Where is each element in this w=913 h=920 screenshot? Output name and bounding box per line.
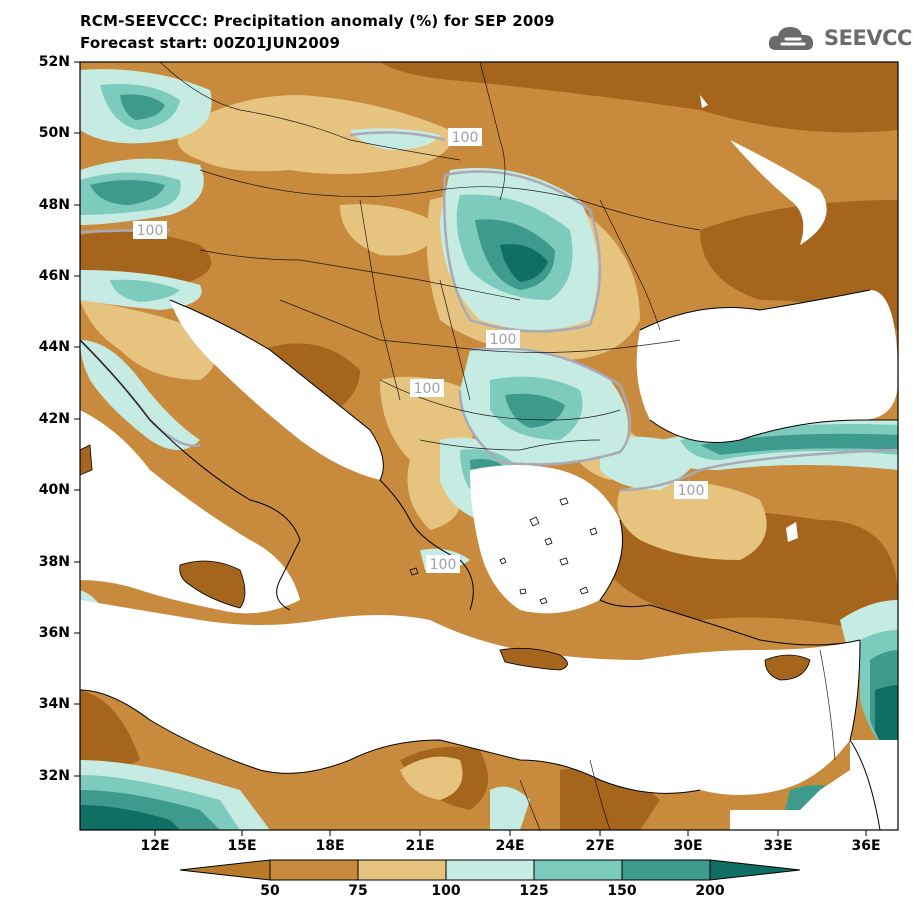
lon-label: 27E: [585, 838, 615, 854]
contour-label: 100: [452, 130, 479, 146]
seevccc-logo: SEEVCCC: [766, 22, 913, 54]
islands: [80, 444, 811, 681]
lat-ticks: [74, 61, 80, 777]
contour-label: 100: [678, 483, 705, 499]
lon-ticks: [154, 830, 867, 836]
colorbar-segment-lt50: [179, 859, 271, 881]
colorbar-segment-gt200: [709, 859, 801, 881]
colorbar-tick-label: 75: [348, 883, 368, 899]
lat-label: 38N: [38, 554, 70, 570]
lat-label: 34N: [38, 696, 70, 712]
lat-label: 42N: [38, 411, 70, 427]
aegean-islands: [409, 497, 598, 605]
lat-label: 36N: [38, 625, 70, 641]
colorbar-tick-label: 150: [607, 883, 637, 899]
cloud-icon: [768, 27, 814, 50]
colorbar-tick-label: 200: [695, 883, 725, 899]
contour-label: 100: [414, 381, 441, 397]
colorbar-segment-150-200: [621, 859, 711, 881]
logo-text: SEEVCCC: [824, 26, 913, 50]
colorbar-tick-label: 125: [519, 883, 549, 899]
colorbar-segment-125-150: [533, 859, 623, 881]
map-title: RCM-SEEVCCC: Precipitation anomaly (%) f…: [80, 12, 555, 30]
colorbar-tick-label: 100: [431, 883, 461, 899]
lon-label: 36E: [851, 838, 881, 854]
colorbar-segment-50-75: [269, 859, 359, 881]
lon-label: 21E: [405, 838, 435, 854]
lat-label: 32N: [38, 768, 70, 784]
map-subtitle: Forecast start: 00Z01JUN2009: [80, 34, 341, 52]
lon-label: 12E: [140, 838, 170, 854]
colorbar-segment-75-100: [357, 859, 447, 881]
lat-label: 44N: [38, 339, 70, 355]
sea-mask: [80, 95, 898, 830]
lon-label: 18E: [315, 838, 345, 854]
contour-label: 100: [430, 557, 457, 573]
lat-label: 50N: [38, 125, 70, 141]
lon-label: 24E: [495, 838, 525, 854]
lat-label: 46N: [38, 268, 70, 284]
lat-label: 48N: [38, 197, 70, 213]
colorbar-segment-100-125: [445, 859, 535, 881]
lat-label: 52N: [38, 54, 70, 70]
lon-label: 15E: [227, 838, 257, 854]
contour-label: 100: [490, 332, 517, 348]
contour-label: 100: [137, 223, 164, 239]
colorbar: [179, 859, 801, 881]
lon-label: 30E: [673, 838, 703, 854]
map-frame: [79, 61, 899, 831]
lon-label: 33E: [763, 838, 793, 854]
contour-labels: 100 100 100 100 100 100: [133, 128, 708, 573]
lat-label: 40N: [38, 482, 70, 498]
colorbar-tick-label: 50: [260, 883, 280, 899]
